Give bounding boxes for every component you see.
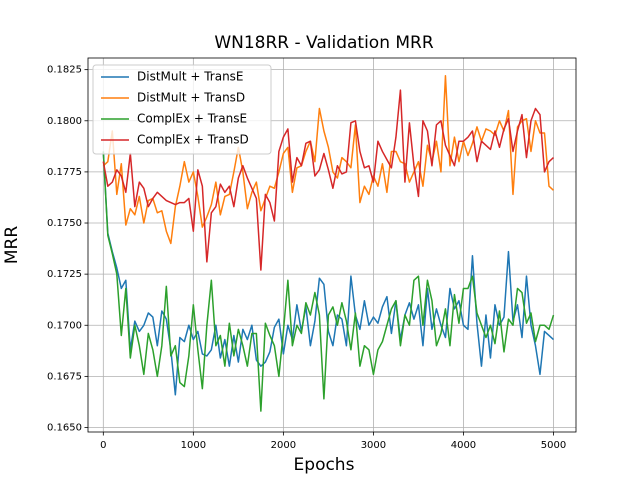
legend-label: ComplEx + TransD [137, 133, 249, 147]
legend-box [92, 64, 272, 155]
y-tick-label: 0.1750 [47, 218, 82, 229]
y-tick-label: 0.1800 [47, 116, 82, 127]
legend-label: ComplEx + TransE [137, 112, 247, 126]
x-tick-label: 3000 [361, 440, 386, 451]
x-tick-label: 2000 [271, 440, 296, 451]
y-tick-label: 0.1700 [47, 320, 82, 331]
y-axis-label: MRR [2, 226, 22, 264]
series-line [102, 75, 554, 245]
y-tick-label: 0.1650 [47, 423, 82, 434]
chart-title: WN18RR - Validation MRR [214, 33, 434, 53]
y-tick-label: 0.1775 [47, 167, 82, 178]
plot-frame [87, 57, 577, 433]
legend-label: DistMult + TransE [137, 70, 244, 84]
x-tick-label: 1000 [181, 440, 206, 451]
y-tick-label: 0.1725 [47, 269, 82, 280]
series-line [102, 151, 555, 412]
series-line [102, 151, 554, 396]
y-tick-label: 0.1675 [47, 371, 82, 382]
series-line [102, 89, 554, 271]
x-tick-label: 0 [100, 440, 106, 451]
y-tick-label: 0.1825 [47, 65, 82, 76]
x-axis-label: Epochs [294, 455, 355, 475]
x-tick-label: 4000 [451, 440, 476, 451]
x-tick-label: 5000 [541, 440, 566, 451]
legend-label: DistMult + TransD [137, 91, 245, 105]
